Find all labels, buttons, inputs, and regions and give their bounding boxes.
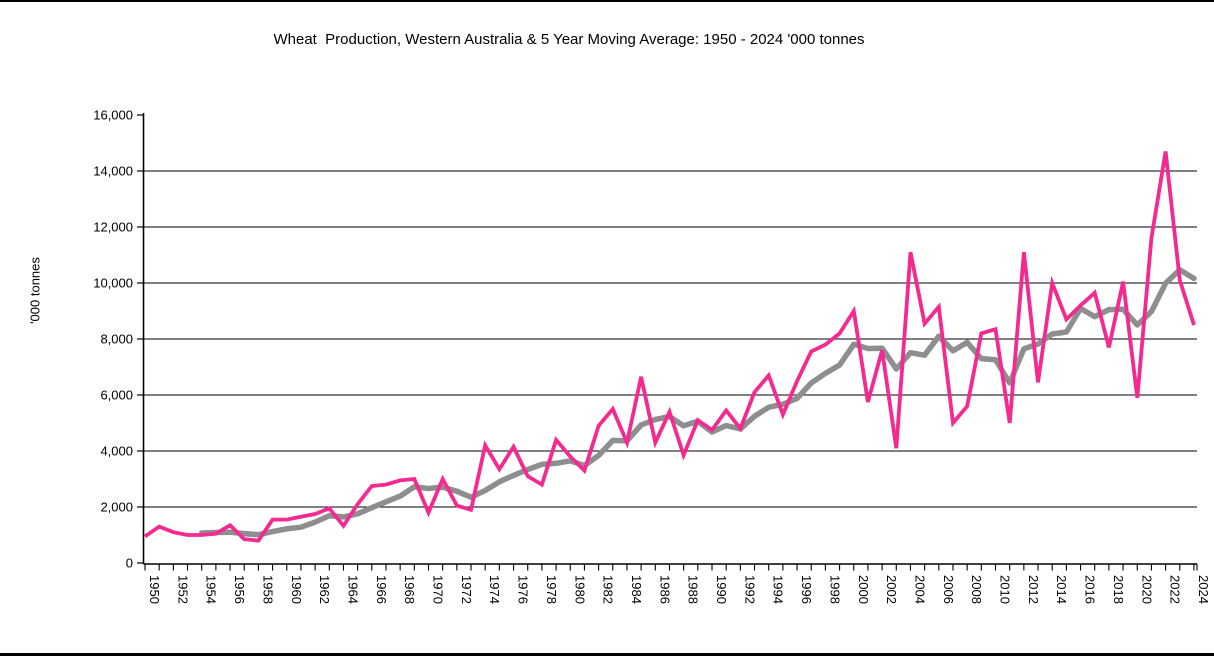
x-axis-tick-label: 1980 [572, 575, 587, 604]
y-axis-tick-label: 8,000 [100, 332, 133, 347]
y-axis-title: '000 tonnes [27, 257, 43, 324]
moving-average-line [198, 267, 1197, 538]
x-axis-tick-label: 1956 [232, 575, 247, 604]
x-axis-tick-label: 1968 [402, 575, 417, 604]
x-axis-tick-label: 1990 [714, 575, 729, 604]
x-axis-tick-label: 1986 [657, 575, 672, 604]
x-axis-tick-label: 2006 [941, 575, 956, 604]
x-axis-tick-label: 1972 [459, 575, 474, 604]
x-axis-tick-label: 1974 [487, 575, 502, 604]
x-axis-tick-label: 1984 [629, 575, 644, 604]
y-axis-tick-label: 10,000 [93, 276, 133, 291]
x-axis-tick-label: 1966 [374, 575, 389, 604]
x-axis-tick-label: 2018 [1111, 575, 1126, 604]
y-axis-tick-labels: 0 2,000 4,000 6,000 8,000 10,000 12,000 14,000 1… [93, 108, 133, 571]
x-axis-tick-label: 1962 [317, 575, 332, 604]
x-axis-tick-label: 1954 [204, 575, 219, 604]
window-border-top [0, 0, 1214, 2]
x-axis-tick-label: 1958 [260, 575, 275, 604]
x-axis-tick-label: 1996 [799, 575, 814, 604]
x-axis-tick-label: 2008 [969, 575, 984, 604]
y-axis-tick-label: 0 [126, 556, 133, 571]
x-axis-tick-labels: 1950 1952 1954 1956 1958 1960 1962 1964 1966 1968… [147, 575, 1211, 604]
x-axis-tick-label: 1994 [771, 575, 786, 604]
y-tick-marks [137, 114, 144, 564]
x-axis-tick-label: 2000 [856, 575, 871, 604]
x-axis-tick-label: 2004 [912, 575, 927, 604]
x-axis-tick-label: 1988 [686, 575, 701, 604]
y-axis-tick-label: 4,000 [100, 444, 133, 459]
x-axis-tick-label: 1982 [601, 575, 616, 604]
x-axis-tick-label: 2002 [884, 575, 899, 604]
x-axis-tick-label: 2024 [1196, 575, 1211, 604]
x-axis-tick-label: 2016 [1083, 575, 1098, 604]
x-axis-tick-label: 1960 [289, 575, 304, 604]
gridlines [143, 170, 1197, 508]
production-line [143, 151, 1196, 543]
y-axis-tick-label: 2,000 [100, 500, 133, 515]
x-axis-tick-label: 1952 [175, 575, 190, 604]
y-axis-tick-label: 12,000 [93, 220, 133, 235]
x-axis-tick-label: 2022 [1168, 575, 1183, 604]
x-axis-tick-label: 1950 [147, 575, 162, 604]
window-border-bottom [0, 653, 1214, 656]
x-axis-tick-label: 2014 [1054, 575, 1069, 604]
x-axis-tick-label: 1970 [431, 575, 446, 604]
y-axis-tick-label: 14,000 [93, 164, 133, 179]
x-axis-tick-label: 2020 [1139, 575, 1154, 604]
x-axis-tick-label: 1992 [742, 575, 757, 604]
x-axis-tick-label: 2012 [1026, 575, 1041, 604]
x-axis-tick-label: 1976 [516, 575, 531, 604]
chart-title: Wheat Production, Western Australia & 5 … [273, 31, 865, 48]
x-axis-tick-label: 1998 [827, 575, 842, 604]
x-tick-marks [144, 564, 1198, 571]
x-axis-tick-label: 2010 [998, 575, 1013, 604]
y-axis-tick-label: 16,000 [93, 108, 133, 123]
x-axis-tick-label: 1964 [345, 575, 360, 604]
y-axis-tick-label: 6,000 [100, 388, 133, 403]
x-axis-tick-label: 1978 [544, 575, 559, 604]
